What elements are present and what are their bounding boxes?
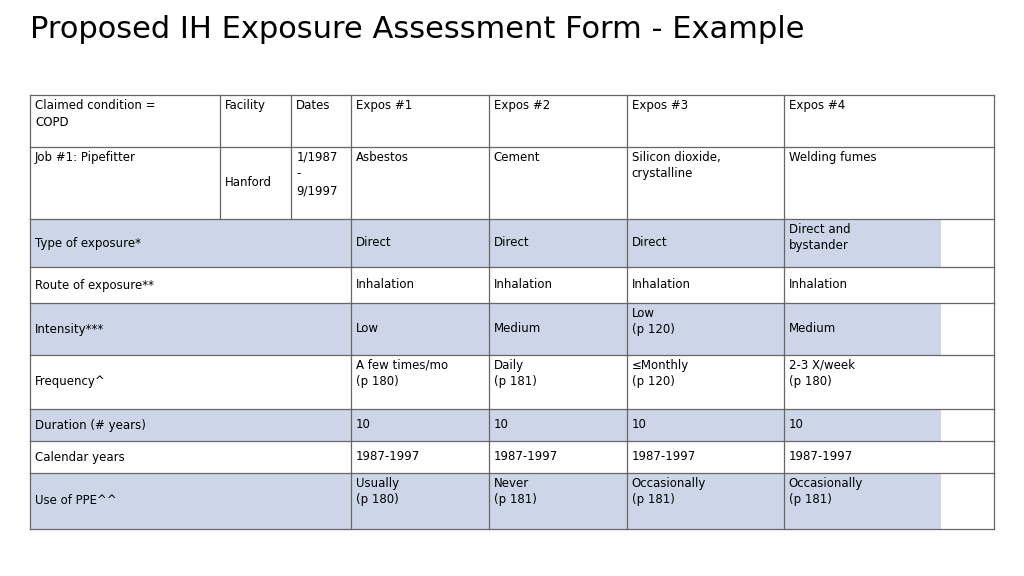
- Text: Dates: Dates: [296, 99, 331, 112]
- Bar: [30, 441, 351, 473]
- Bar: [488, 441, 627, 473]
- Bar: [351, 355, 488, 409]
- Text: A few times/mo
(p 180): A few times/mo (p 180): [356, 359, 449, 388]
- Bar: [783, 473, 941, 529]
- Bar: [783, 219, 941, 267]
- Bar: [627, 441, 783, 473]
- Text: Inhalation: Inhalation: [494, 279, 553, 291]
- Text: Duration (# years): Duration (# years): [35, 419, 145, 431]
- Text: Facility: Facility: [225, 99, 266, 112]
- Text: Occasionally
(p 181): Occasionally (p 181): [632, 477, 707, 506]
- Text: 10: 10: [632, 419, 646, 431]
- Text: 1987-1997: 1987-1997: [356, 450, 420, 464]
- Bar: [291, 147, 351, 219]
- Text: Claimed condition =
COPD: Claimed condition = COPD: [35, 99, 156, 128]
- Text: Expos #2: Expos #2: [494, 99, 550, 112]
- Text: Calendar years: Calendar years: [35, 450, 125, 464]
- Text: 1987-1997: 1987-1997: [632, 450, 696, 464]
- Bar: [783, 355, 941, 409]
- Text: Inhalation: Inhalation: [632, 279, 691, 291]
- Text: Direct: Direct: [632, 237, 668, 249]
- Text: Proposed IH Exposure Assessment Form - Example: Proposed IH Exposure Assessment Form - E…: [30, 15, 805, 44]
- Bar: [627, 95, 783, 147]
- Bar: [291, 95, 351, 147]
- Text: Daily
(p 181): Daily (p 181): [494, 359, 537, 388]
- Text: Expos #4: Expos #4: [788, 99, 845, 112]
- Text: Direct: Direct: [494, 237, 529, 249]
- Bar: [30, 409, 351, 441]
- Bar: [30, 473, 351, 529]
- Bar: [783, 95, 941, 147]
- Text: Frequency^: Frequency^: [35, 376, 105, 388]
- Bar: [351, 95, 488, 147]
- Text: Occasionally
(p 181): Occasionally (p 181): [788, 477, 863, 506]
- Text: Never
(p 181): Never (p 181): [494, 477, 537, 506]
- Bar: [783, 267, 941, 303]
- Bar: [488, 473, 627, 529]
- Text: 1/1987
-
9/1997: 1/1987 - 9/1997: [296, 151, 338, 197]
- Bar: [488, 267, 627, 303]
- Text: Expos #3: Expos #3: [632, 99, 688, 112]
- Text: ≤Monthly
(p 120): ≤Monthly (p 120): [632, 359, 689, 388]
- Text: Silicon dioxide,
crystalline: Silicon dioxide, crystalline: [632, 151, 721, 180]
- Bar: [30, 355, 351, 409]
- Text: Direct: Direct: [356, 237, 391, 249]
- Text: Direct and
bystander: Direct and bystander: [788, 223, 851, 252]
- Bar: [30, 95, 220, 147]
- Bar: [488, 409, 627, 441]
- Bar: [488, 147, 627, 219]
- Bar: [627, 355, 783, 409]
- Text: Use of PPE^^: Use of PPE^^: [35, 495, 117, 507]
- Bar: [627, 147, 783, 219]
- Text: 10: 10: [356, 419, 371, 431]
- Text: Low
(p 120): Low (p 120): [632, 307, 675, 336]
- Text: Asbestos: Asbestos: [356, 151, 409, 164]
- Bar: [783, 441, 941, 473]
- Bar: [351, 267, 488, 303]
- Bar: [30, 267, 351, 303]
- Text: 1987-1997: 1987-1997: [494, 450, 558, 464]
- Bar: [783, 147, 941, 219]
- Bar: [627, 219, 783, 267]
- Text: Inhalation: Inhalation: [788, 279, 848, 291]
- Bar: [351, 147, 488, 219]
- Text: 10: 10: [494, 419, 509, 431]
- Bar: [783, 303, 941, 355]
- Text: Route of exposure**: Route of exposure**: [35, 279, 154, 291]
- Text: 2-3 X/week
(p 180): 2-3 X/week (p 180): [788, 359, 855, 388]
- Bar: [30, 303, 351, 355]
- Text: Job #1: Pipefitter: Job #1: Pipefitter: [35, 151, 136, 164]
- Bar: [488, 219, 627, 267]
- Text: 10: 10: [788, 419, 804, 431]
- Text: Cement: Cement: [494, 151, 541, 164]
- Bar: [30, 147, 220, 219]
- Bar: [351, 303, 488, 355]
- Text: Welding fumes: Welding fumes: [788, 151, 877, 164]
- Bar: [783, 409, 941, 441]
- Bar: [627, 303, 783, 355]
- Bar: [627, 267, 783, 303]
- Bar: [351, 219, 488, 267]
- Bar: [488, 95, 627, 147]
- Bar: [220, 95, 291, 147]
- Text: Expos #1: Expos #1: [356, 99, 413, 112]
- Bar: [351, 409, 488, 441]
- Bar: [488, 303, 627, 355]
- Bar: [351, 473, 488, 529]
- Bar: [627, 409, 783, 441]
- Bar: [220, 147, 291, 219]
- Text: Medium: Medium: [788, 323, 837, 335]
- Text: Type of exposure*: Type of exposure*: [35, 237, 141, 249]
- Text: Hanford: Hanford: [225, 176, 272, 190]
- Bar: [351, 441, 488, 473]
- Bar: [627, 473, 783, 529]
- Text: Inhalation: Inhalation: [356, 279, 415, 291]
- Text: Medium: Medium: [494, 323, 541, 335]
- Text: Low: Low: [356, 323, 379, 335]
- Text: 1987-1997: 1987-1997: [788, 450, 853, 464]
- Bar: [488, 355, 627, 409]
- Text: Usually
(p 180): Usually (p 180): [356, 477, 399, 506]
- Bar: [30, 219, 351, 267]
- Text: Intensity***: Intensity***: [35, 323, 104, 335]
